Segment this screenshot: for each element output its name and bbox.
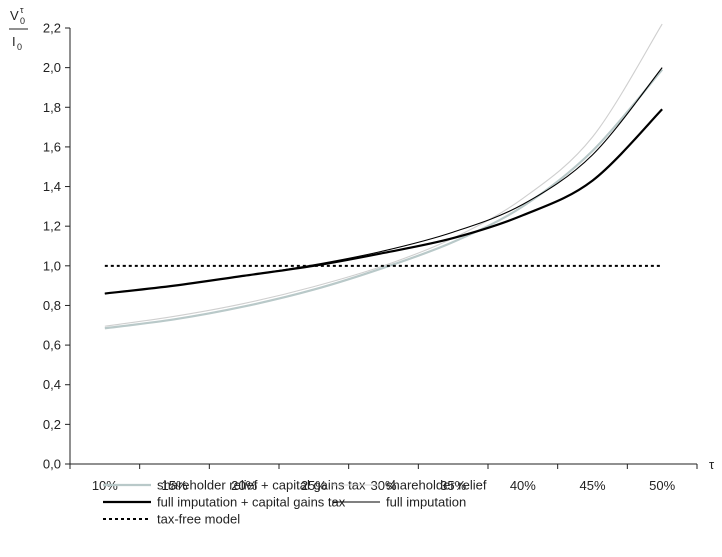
x-tick-label: 45% — [579, 478, 605, 493]
x-tick-label: 25% — [301, 478, 327, 493]
x-tick-label: 15% — [161, 478, 187, 493]
y-label-bottom-sub: 0 — [17, 42, 22, 52]
y-tick-label: 0,4 — [43, 377, 61, 392]
x-axis-label: τ — [709, 457, 715, 472]
legend-label-3: full imputation — [386, 495, 466, 510]
series-layer — [104, 23, 664, 330]
y-tick-label: 1,0 — [43, 258, 61, 273]
legend-label-1: shareholder relief — [386, 478, 487, 493]
y-tick-label: 2,2 — [43, 21, 61, 36]
x-tick-label: 20% — [231, 478, 257, 493]
y-label-top-sup: τ — [20, 5, 24, 15]
y-axis-label: V 0 τ I 0 — [9, 5, 28, 52]
legend-label-0: shareholder relief + capital gains tax — [157, 478, 366, 493]
x-tick-label: 40% — [510, 478, 536, 493]
x-tick-label: 35% — [440, 478, 466, 493]
y-tick-label: 1,8 — [43, 100, 61, 115]
series-line-1 — [104, 23, 663, 327]
x-tick-label: 50% — [649, 478, 675, 493]
legend: shareholder relief + capital gains tax sh… — [103, 478, 487, 527]
y-label-bottom: I — [12, 34, 16, 49]
y-tick-label: 1,6 — [43, 139, 61, 154]
x-tick-label: 30% — [370, 478, 396, 493]
y-tick-label: 0,2 — [43, 417, 61, 432]
y-tick-label: 2,0 — [43, 60, 61, 75]
series-line-3 — [104, 67, 663, 295]
series-line-0 — [104, 68, 664, 330]
y-tick-label: 1,4 — [43, 179, 61, 194]
y-tick-label: 0,8 — [43, 298, 61, 313]
legend-label-4: tax-free model — [157, 512, 240, 527]
y-label-top-sub: 0 — [20, 16, 25, 26]
y-label-top: V — [10, 8, 19, 23]
y-tick-label: 0,6 — [43, 338, 61, 353]
y-tick-label: 0,0 — [43, 457, 61, 472]
legend-label-2: full imputation + capital gains tax — [157, 495, 346, 510]
axes: 0,00,20,40,60,81,01,21,41,61,82,02,210% 1… — [43, 21, 715, 494]
y-tick-label: 1,2 — [43, 219, 61, 234]
